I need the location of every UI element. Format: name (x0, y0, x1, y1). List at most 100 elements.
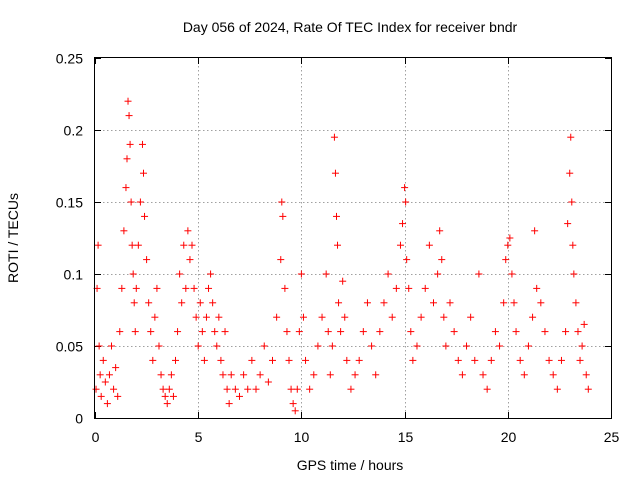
data-point (134, 241, 142, 249)
x-tick-labels: 0 5 10 15 20 25 (92, 429, 620, 445)
data-point (149, 356, 157, 364)
data-point (508, 270, 516, 278)
data-point (483, 385, 491, 393)
y-tick-label: 0.2 (64, 123, 84, 139)
data-point (120, 227, 128, 235)
data-point (207, 270, 215, 278)
data-point (145, 299, 153, 307)
data-point (279, 212, 287, 220)
data-point (260, 342, 268, 350)
y-tick-label: 0.05 (56, 339, 83, 355)
data-point (537, 299, 545, 307)
data-point (475, 270, 483, 278)
data-point (541, 328, 549, 336)
data-point (188, 241, 196, 249)
data-point (520, 371, 528, 379)
data-point (92, 385, 100, 393)
data-point (163, 400, 171, 408)
data-point (136, 198, 144, 206)
data-point (572, 299, 580, 307)
data-point (114, 392, 122, 400)
data-point (584, 385, 592, 393)
data-point (512, 328, 520, 336)
data-point (326, 371, 334, 379)
data-point (97, 392, 105, 400)
data-point (244, 385, 252, 393)
data-point (337, 328, 345, 336)
data-point (178, 299, 186, 307)
data-point (306, 385, 314, 393)
data-point (384, 270, 392, 278)
x-tick-label: 25 (604, 429, 620, 445)
data-point (281, 284, 289, 292)
y-tick-label: 0.15 (56, 195, 83, 211)
data-point (568, 198, 576, 206)
data-point (372, 371, 380, 379)
data-point (506, 234, 514, 242)
data-point (392, 284, 400, 292)
data-point (567, 133, 575, 141)
data-point (479, 371, 487, 379)
data-point (549, 371, 557, 379)
data-point (202, 313, 210, 321)
data-point (368, 342, 376, 350)
data-point (363, 299, 371, 307)
data-point (129, 270, 137, 278)
data-point (140, 169, 148, 177)
data-point (454, 356, 462, 364)
data-point (151, 313, 159, 321)
data-point (446, 299, 454, 307)
data-point (217, 356, 225, 364)
data-point (376, 328, 384, 336)
data-point (569, 241, 577, 249)
data-point (125, 112, 133, 120)
data-point (161, 392, 169, 400)
data-point (215, 313, 223, 321)
data-point (94, 241, 102, 249)
data-point (285, 356, 293, 364)
data-point (463, 342, 471, 350)
data-point (295, 328, 303, 336)
data-point (96, 371, 104, 379)
y-tick-label: 0 (75, 411, 83, 427)
data-point (380, 299, 388, 307)
data-point (138, 140, 146, 148)
x-tick-label: 15 (398, 429, 414, 445)
x-tick-label: 20 (501, 429, 517, 445)
data-point (131, 328, 139, 336)
data-point (167, 371, 175, 379)
data-point (562, 328, 570, 336)
data-point (425, 241, 433, 249)
data-point (388, 313, 396, 321)
y-tick-label: 0.1 (64, 267, 84, 283)
data-point (405, 284, 413, 292)
axis-ticks (95, 58, 612, 419)
data-point (580, 320, 588, 328)
data-point (240, 371, 248, 379)
data-point (440, 313, 448, 321)
data-point (101, 378, 109, 386)
x-axis-label: GPS time / hours (297, 457, 404, 473)
y-tick-label: 0.25 (56, 51, 83, 67)
data-point (401, 184, 409, 192)
data-point (180, 241, 188, 249)
y-axis-label: ROTI / TECUs (5, 193, 21, 283)
data-point (132, 284, 140, 292)
data-point (112, 364, 120, 372)
data-point (122, 184, 130, 192)
data-point (155, 342, 163, 350)
data-point (273, 313, 281, 321)
data-point (287, 385, 295, 393)
data-point (566, 169, 574, 177)
data-point (277, 256, 285, 264)
data-point (407, 328, 415, 336)
data-point (289, 400, 297, 408)
data-point (116, 328, 124, 336)
data-point (103, 400, 111, 408)
data-point (291, 407, 299, 415)
data-point (108, 342, 116, 350)
data-point (269, 356, 277, 364)
data-point (141, 212, 149, 220)
data-point (235, 392, 243, 400)
